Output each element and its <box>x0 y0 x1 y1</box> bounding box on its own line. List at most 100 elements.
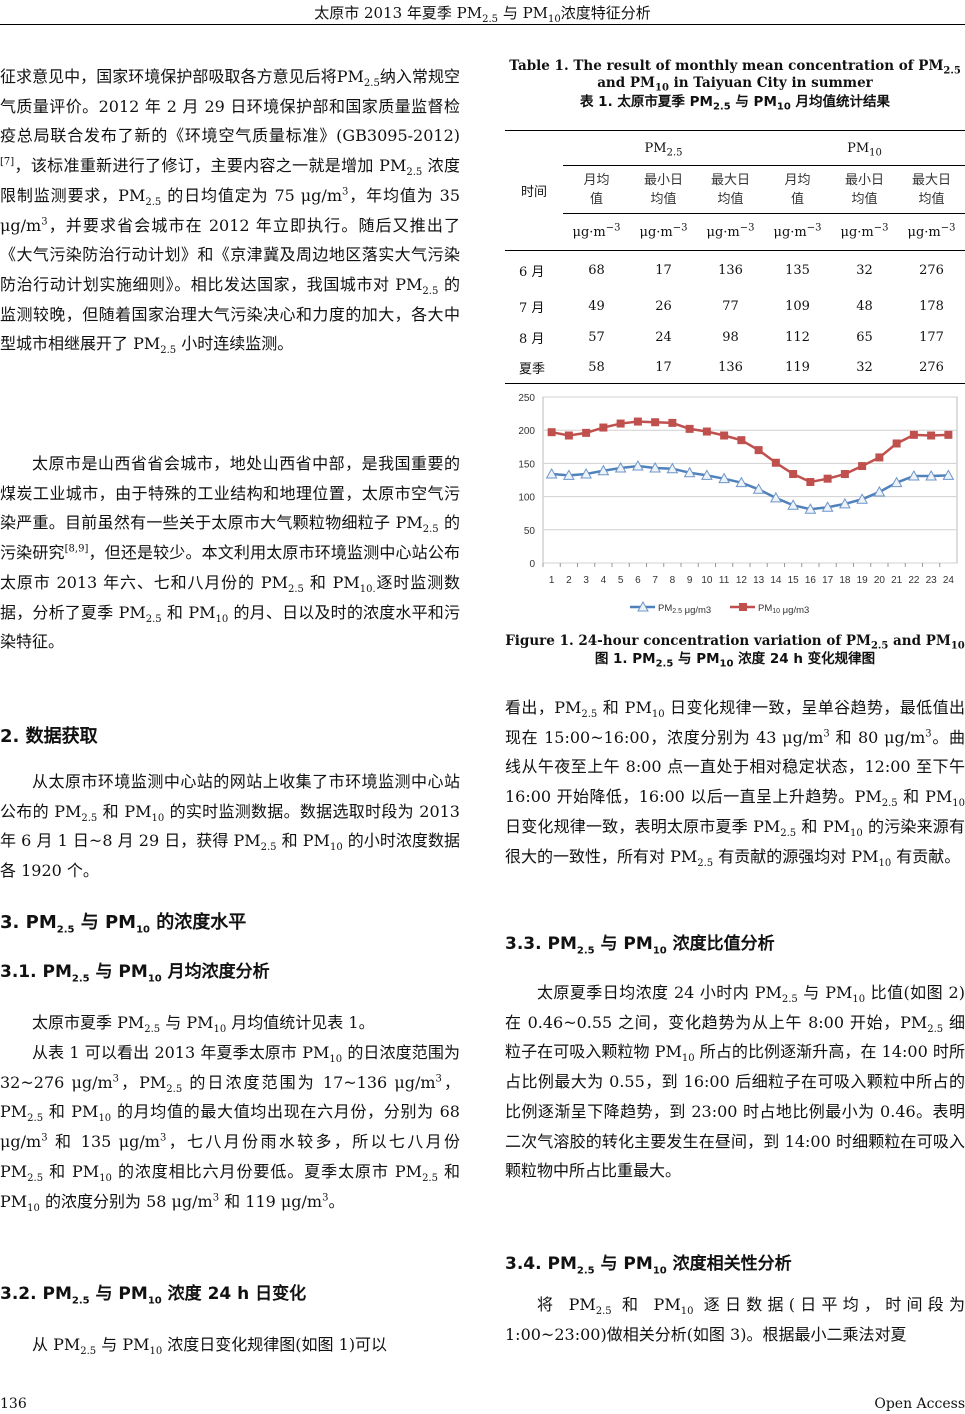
subscript: 10 <box>869 147 882 159</box>
table-cell: 136 <box>718 360 743 376</box>
header-line: 最大日 <box>911 172 951 188</box>
text-run: 太原市 2013 年夏季 PM <box>314 4 483 22</box>
subscript: 10 <box>680 1306 694 1318</box>
text-run: 3.4. PM <box>505 1254 577 1274</box>
x-tick-label: 11 <box>719 575 730 586</box>
text-run: 表 1. 太原市夏季 PM <box>579 94 713 110</box>
text-run: 3.3. PM <box>505 934 577 954</box>
data-point <box>616 419 625 428</box>
subscript: 10 <box>147 973 162 985</box>
subscript: 2.5 <box>71 973 90 985</box>
subscript: 2.5 <box>363 78 380 90</box>
subscript: 2.5 <box>581 709 598 721</box>
text-run: 浓度比值分析 <box>666 934 775 954</box>
data-table: 时间 PM2.5 PM10 月均值最小日 均值 最大日 均值 月均值最小日 均值 最大日 均值 μg·… <box>505 130 965 384</box>
subscript: 2.5 <box>781 994 798 1006</box>
superscript: [8,9] <box>64 543 89 555</box>
subscript: 10 <box>136 924 151 936</box>
x-tick-label: 1 <box>549 575 555 586</box>
data-point <box>804 503 817 514</box>
legend-text: PM <box>658 603 672 614</box>
table-cell: 32 <box>856 360 873 376</box>
data-point <box>840 470 849 479</box>
unit-exponent: −3 <box>873 222 889 234</box>
x-tick-label: 24 <box>943 575 955 586</box>
text-run: Table 1. The result of monthly mean conc… <box>509 58 944 74</box>
table-cell: 夏季 <box>519 362 546 378</box>
superscript: 3 <box>925 728 932 740</box>
text-run: 比值(如图 2)在 0.46~0.55 之间，变化趋势为从上午 8:00 开始，… <box>505 983 965 1032</box>
x-tick-label: 17 <box>822 575 834 586</box>
table-row: 7 月 49 26 77 109 48 178 <box>505 291 965 322</box>
legend-text: PM <box>758 603 772 614</box>
unit: μg·m <box>840 224 874 240</box>
table-cell: 119 <box>785 360 810 376</box>
subscript: 2.5 <box>422 286 439 298</box>
subscript: 10 <box>652 945 667 957</box>
column-header: 最小日 均值 <box>630 165 697 214</box>
unit: μg·m <box>572 224 606 240</box>
superscript: 3 <box>212 1192 220 1204</box>
subscript: 10 <box>99 1173 112 1184</box>
text-run: 浓度 24 h 变化规律图 <box>733 651 876 667</box>
text-run: 和 PM <box>0 1161 460 1211</box>
table-cell: 7 月 <box>519 300 545 316</box>
subscript: 2.5 <box>80 1346 97 1358</box>
text-run: 的日浓度范围为 17~136 μg/m <box>182 1072 436 1092</box>
data-point <box>597 464 610 476</box>
text-run: 图 1. PM <box>594 651 656 667</box>
text-run: 所占的比例逐渐升高，在 14:00 时所占比例最大为 0.55，到 16:00 … <box>505 1042 965 1181</box>
subscript: 2.5 <box>27 1173 44 1184</box>
x-tick-label: 10 <box>701 575 713 586</box>
unit-exponent: −3 <box>672 222 688 234</box>
legend-subscript: 2.5 <box>672 608 682 615</box>
text-run: 2. 数据获取 <box>0 726 98 747</box>
text-run: 和 PM <box>43 1102 99 1122</box>
text-run: 的月、日以及时的浓度水平和污染特征。 <box>0 602 460 652</box>
subscript: 2.5 <box>712 101 731 113</box>
table-cell: 58 <box>588 360 605 376</box>
paragraph: 太原市夏季 PM2.5 与 PM10 月均值统计见表 1。 <box>0 1008 460 1038</box>
text-run: 和 PM <box>897 787 953 807</box>
subscript: 2.5 <box>595 1306 612 1318</box>
subscript: 2.5 <box>780 828 797 839</box>
header-line: 均值 <box>717 191 744 207</box>
table-cell: 48 <box>856 298 873 314</box>
text-run: ，PM <box>0 1072 460 1122</box>
data-point <box>752 483 765 494</box>
text-run: 和 135 μg/m <box>47 1132 160 1152</box>
subscript: 2.5 <box>81 812 98 824</box>
text-run: 浓度限制监测要求，PM <box>0 156 460 205</box>
unit-exponent: −3 <box>806 222 822 234</box>
text-run: 和 PM <box>597 698 652 717</box>
subscript: 2.5 <box>576 1265 595 1277</box>
data-point <box>823 474 832 483</box>
group-header: PM10 <box>764 130 965 166</box>
data-point <box>649 462 661 473</box>
unit-exponent: −3 <box>605 222 621 234</box>
subscript: 10 <box>149 1346 163 1358</box>
table-cell: 177 <box>919 329 944 345</box>
unit-cell: μg·m−3 <box>563 214 630 251</box>
superscript: 3 <box>823 728 830 740</box>
text-run: 浓度相关性分析 <box>666 1254 792 1274</box>
text-run: 从表 1 可以看出 2013 年夏季太原市 PM <box>32 1043 330 1062</box>
data-point <box>666 462 679 474</box>
text-run: 有贡献。 <box>891 846 961 866</box>
data-point <box>735 476 748 488</box>
data-point <box>771 458 780 467</box>
text-run: 太原市是山西省省会城市，地处山西省中部，是我国重要的煤炭工业城市，由于特殊的工业… <box>0 454 460 533</box>
subscript: 10 <box>776 101 791 113</box>
table-caption-en: Table 1. The result of monthly mean conc… <box>505 58 965 93</box>
data-point <box>564 431 573 440</box>
text-run: 的日均值定为 75 μg/m <box>161 185 342 205</box>
data-point <box>632 460 644 471</box>
data-point <box>806 477 815 486</box>
text-run: 。 <box>328 1191 345 1211</box>
unit-exponent: −3 <box>739 222 755 234</box>
subscript: 10 <box>213 1024 227 1036</box>
table-cell: 109 <box>785 298 810 314</box>
x-tick-label: 18 <box>839 575 851 586</box>
subscript: 2.5 <box>260 842 277 854</box>
